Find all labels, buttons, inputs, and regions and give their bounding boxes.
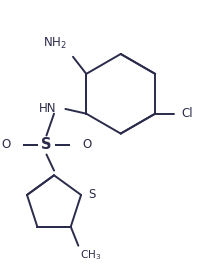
Text: O: O	[83, 138, 92, 152]
Text: O: O	[1, 138, 10, 152]
Text: S: S	[41, 138, 52, 152]
Text: NH$_2$: NH$_2$	[44, 36, 67, 51]
Text: Cl: Cl	[182, 107, 193, 120]
Text: CH$_3$: CH$_3$	[80, 249, 101, 262]
Text: HN: HN	[38, 103, 56, 116]
Text: S: S	[89, 188, 96, 201]
